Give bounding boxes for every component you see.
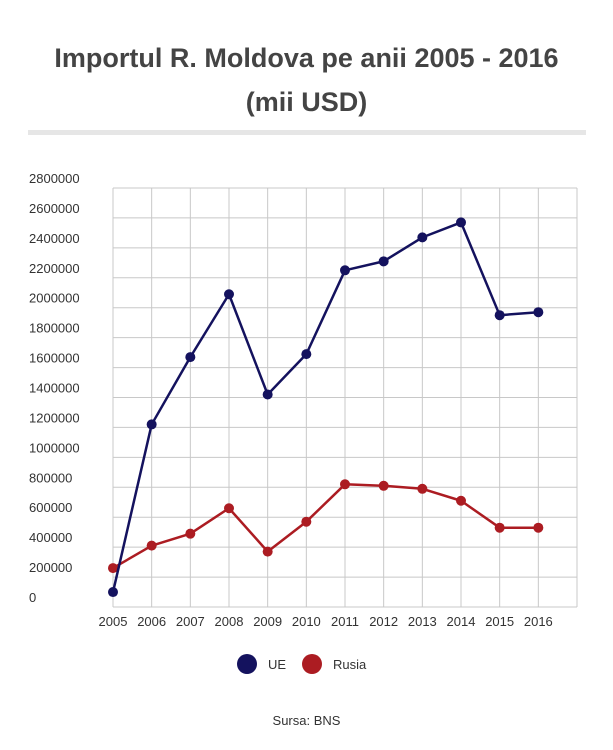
x-tick-label: 2015 [485,614,514,629]
data-point-rusia[interactable] [494,522,505,533]
data-point-ue[interactable] [494,310,505,321]
legend-label-ue: UE [268,656,287,672]
data-point-ue[interactable] [301,349,312,360]
y-tick-label: 2200000 [29,261,80,276]
x-tick-label: 2006 [137,614,166,629]
y-tick-label: 800000 [29,470,72,485]
data-point-rusia[interactable] [456,495,466,506]
data-point-rusia[interactable] [340,479,350,490]
data-point-ue[interactable] [456,217,466,228]
x-tick-label: 2016 [524,614,553,629]
x-tick-label: 2013 [408,614,437,629]
x-tick-label: 2012 [369,614,398,629]
y-tick-label: 2800000 [29,171,80,186]
x-axis-ticks: 2005 2006 2007 2008 2009 2010 2011 2012 2013 2014… [99,614,553,629]
y-tick-label: 0 [29,590,36,605]
data-point-ue[interactable] [224,289,234,300]
data-point-ue[interactable] [533,307,544,318]
y-tick-label: 1400000 [29,381,80,396]
x-tick-label: 2011 [331,614,359,629]
data-point-rusia[interactable] [224,503,234,514]
data-point-ue[interactable] [146,419,157,430]
x-tick-label: 2010 [292,614,321,629]
x-tick-label: 2009 [253,614,282,629]
y-axis-ticks: 0 200000 400000 600000 800000 1000000 1200000 1… [29,171,80,605]
data-point-rusia[interactable] [301,516,312,527]
series-line-rusia [112,483,539,570]
x-tick-label: 2005 [99,614,128,629]
legend-marker-rusia [302,654,322,674]
legend-label-rusia: Rusia [333,656,367,672]
data-point-rusia[interactable] [262,546,273,557]
data-point-rusia[interactable] [146,540,157,551]
data-point-ue[interactable] [185,352,196,363]
y-tick-label: 600000 [29,500,72,515]
y-tick-label: 2000000 [29,291,80,306]
grid [112,187,578,608]
y-tick-label: 1200000 [29,410,80,425]
legend-marker-ue [237,654,257,674]
chart-title: Importul R. Moldova pe anii 2005 - 2016 … [0,36,613,124]
data-point-ue[interactable] [378,256,389,267]
x-tick-label: 2008 [215,614,244,629]
y-tick-label: 2400000 [29,231,80,246]
data-point-ue[interactable] [340,265,350,276]
series [108,217,544,598]
y-tick-label: 1600000 [29,351,80,366]
y-tick-label: 1800000 [29,321,80,336]
chart-title-line-1: Importul R. Moldova pe anii 2005 - 2016 [54,43,559,73]
chart-title-line-2: (mii USD) [245,87,368,117]
line-chart: 0 200000 400000 600000 800000 1000000 1200000 1… [29,171,578,629]
series-line-ue [111,221,539,593]
data-point-rusia[interactable] [417,483,428,494]
data-point-rusia[interactable] [185,528,196,539]
y-tick-label: 1000000 [29,440,80,455]
data-point-ue[interactable] [262,389,273,400]
y-tick-label: 2600000 [29,201,80,216]
data-point-ue[interactable] [108,587,118,598]
data-point-ue[interactable] [417,232,428,243]
y-tick-label: 200000 [29,560,72,575]
source-note: Sursa: BNS [272,713,341,728]
data-point-rusia[interactable] [533,522,544,533]
data-point-rusia[interactable] [378,480,389,491]
x-tick-label: 2007 [176,614,205,629]
title-divider [28,130,586,135]
legend-item-rusia[interactable]: Rusia [302,652,366,676]
x-tick-label: 2014 [447,614,476,629]
y-tick-label: 400000 [29,530,72,545]
legend-item-ue[interactable]: UE [237,652,286,676]
data-point-rusia[interactable] [108,563,118,574]
legend: UE Rusia [0,652,613,676]
